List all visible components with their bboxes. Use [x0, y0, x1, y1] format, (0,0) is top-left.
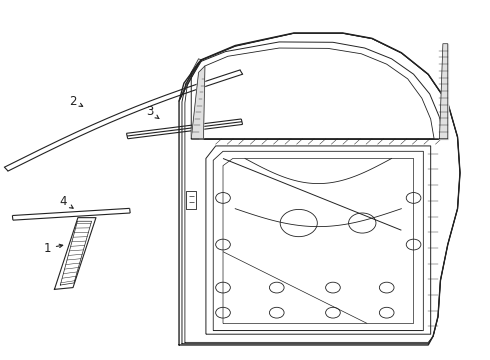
Polygon shape	[179, 59, 201, 101]
Text: 2: 2	[69, 95, 83, 108]
Polygon shape	[440, 44, 448, 139]
Text: 3: 3	[146, 105, 159, 118]
Polygon shape	[191, 66, 205, 139]
Text: 4: 4	[59, 195, 73, 208]
Text: 1: 1	[43, 242, 63, 255]
